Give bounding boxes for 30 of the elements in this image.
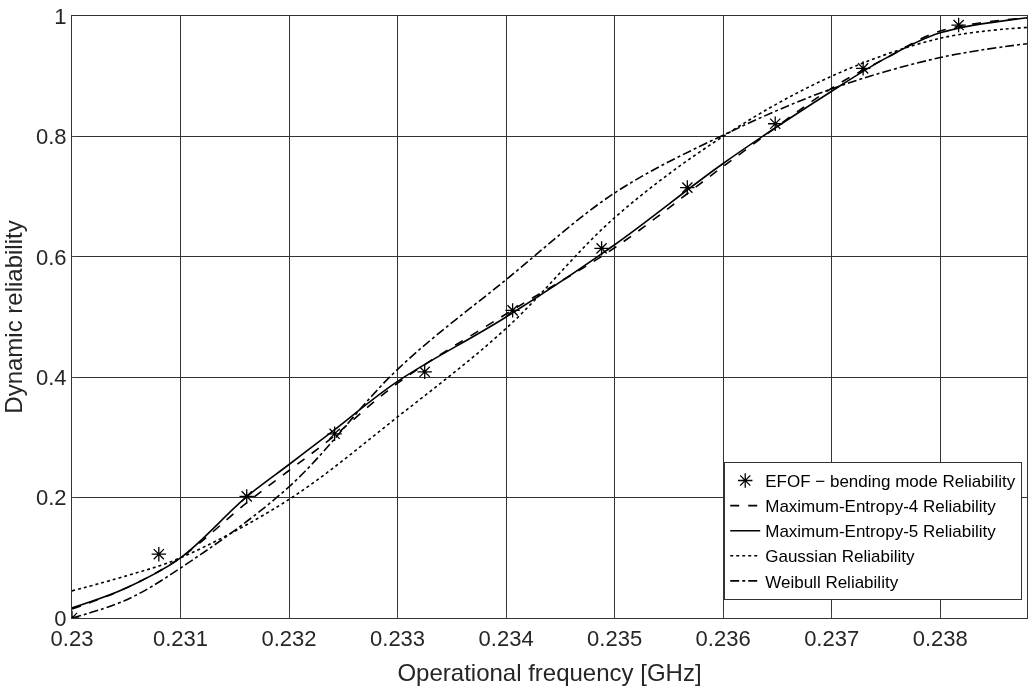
y-tick-label: 0.8 (35, 124, 67, 150)
point (950, 17, 967, 33)
point (767, 115, 784, 132)
y-tick-label: 0.4 (35, 364, 67, 390)
y-tick-label: 0.6 (35, 244, 67, 270)
y-tick-label: 0.2 (35, 485, 67, 511)
point (416, 363, 433, 380)
legend-label: Maximum-Entropy-4 Reliability (765, 497, 997, 517)
point (593, 240, 610, 257)
x-axis-title: Operational frequency [GHz] (397, 659, 702, 686)
x-tick-label: 0.235 (587, 625, 643, 651)
y-tick-label: 1 (54, 3, 67, 29)
x-tick-label: 0.233 (370, 625, 426, 651)
point (504, 302, 521, 319)
x-tick-label: 0.234 (478, 625, 534, 651)
x-tick-label: 0.236 (695, 625, 751, 651)
x-tick-label: 0.232 (261, 625, 317, 651)
legend-label: Weibull Reliability (765, 572, 899, 592)
point (238, 488, 255, 505)
point (150, 546, 167, 563)
legend-label: Gaussian Reliability (765, 547, 916, 567)
legend-label: Maximum-Entropy-5 Reliability (765, 522, 997, 542)
point (679, 179, 696, 196)
point (326, 425, 343, 442)
y-axis-title: Dynamic reliability (0, 220, 27, 414)
point (855, 60, 871, 77)
x-tick-label: 0.237 (804, 625, 860, 651)
x-tick-label: 0.231 (152, 625, 209, 651)
x-tick-label: 0.238 (912, 625, 968, 651)
legend-label: EFOF − bending mode Reliability (765, 472, 1016, 492)
